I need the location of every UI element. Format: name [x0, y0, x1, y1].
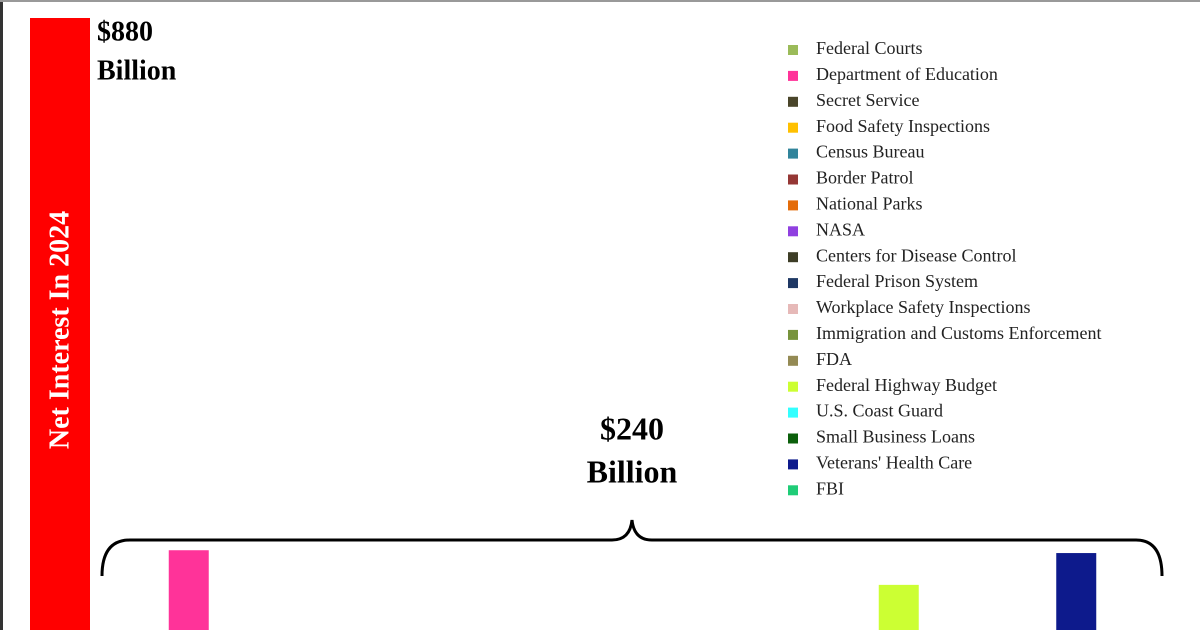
legend-label: Small Business Loans [816, 427, 975, 447]
legend-swatch [788, 96, 798, 107]
legend-swatch [788, 122, 798, 133]
group-label: $240 [600, 410, 664, 446]
legend-swatch [788, 200, 798, 211]
legend-label: Secret Service [816, 90, 919, 110]
legend-label: Census Bureau [816, 142, 924, 162]
legend-swatch [788, 252, 798, 263]
legend-label: Federal Courts [816, 38, 922, 58]
legend-label: FBI [816, 478, 844, 498]
legend-swatch [788, 304, 798, 314]
legend-label: Immigration and Customs Enforcement [816, 323, 1101, 343]
legend-swatch [788, 329, 798, 340]
frame-top [0, 0, 1200, 2]
legend-swatch [788, 70, 798, 81]
group-label: Billion [587, 453, 678, 489]
legend-label: NASA [816, 219, 865, 239]
legend-label: National Parks [816, 194, 922, 214]
legend-label: Food Safety Inspections [816, 116, 990, 136]
bar [168, 550, 209, 630]
legend-swatch [788, 45, 798, 55]
legend-swatch [788, 174, 798, 185]
bar [30, 18, 90, 630]
legend-label: Federal Highway Budget [816, 375, 997, 395]
legend-label: FDA [816, 349, 852, 369]
legend-label: Veterans' Health Care [816, 453, 972, 473]
bracket [100, 519, 1164, 577]
legend-label: Centers for Disease Control [816, 245, 1016, 265]
legend-swatch [788, 381, 798, 392]
frame-left [0, 0, 3, 630]
legend-swatch [788, 485, 798, 496]
bar [1056, 553, 1097, 630]
legend-label: Department of Education [816, 64, 998, 84]
legend-label: Workplace Safety Inspections [816, 297, 1030, 317]
legend-swatch [788, 459, 798, 470]
value-label: Billion [97, 55, 177, 86]
value-label: $880 [97, 16, 153, 47]
legend-swatch [788, 355, 798, 366]
legend-swatch [788, 226, 798, 237]
legend-label: Federal Prison System [816, 271, 978, 291]
legend-swatch [788, 407, 798, 418]
legend-label: U.S. Coast Guard [816, 401, 943, 421]
legend-swatch [788, 148, 798, 159]
bar [878, 584, 919, 630]
bar-label: Net Interest In 2024 [44, 211, 75, 449]
legend-swatch [788, 433, 798, 444]
legend-label: Border Patrol [816, 168, 913, 188]
legend-swatch [788, 278, 798, 289]
